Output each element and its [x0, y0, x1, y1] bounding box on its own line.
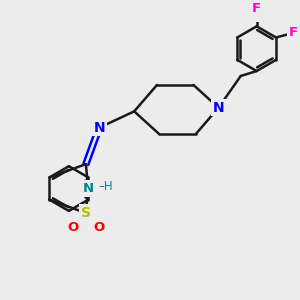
Text: N: N — [93, 121, 105, 135]
Text: N: N — [82, 182, 94, 195]
Text: O: O — [68, 221, 79, 234]
Text: F: F — [252, 2, 261, 16]
Text: –H: –H — [98, 180, 113, 193]
Text: N: N — [213, 101, 224, 115]
Text: O: O — [93, 221, 104, 234]
Text: S: S — [81, 206, 91, 220]
Text: F: F — [289, 26, 298, 39]
